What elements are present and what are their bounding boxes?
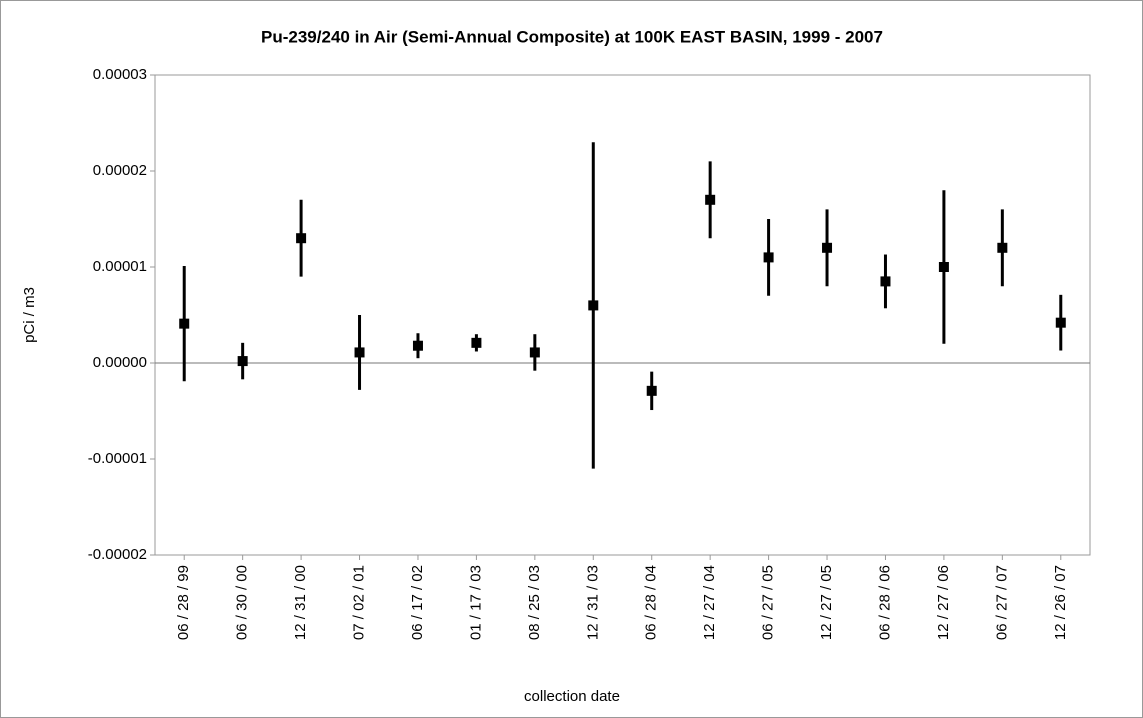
y-tick-label: -0.00001 (88, 450, 147, 467)
y-tick-label: 0.00001 (93, 258, 147, 275)
x-tick-label: 07 / 02 / 01 (351, 565, 368, 640)
x-tick-label: 12 / 31 / 03 (584, 565, 601, 640)
point (354, 347, 365, 358)
point (179, 318, 190, 329)
x-tick-label: 06 / 28 / 04 (643, 565, 660, 640)
x-axis-title: collection date (524, 688, 620, 705)
y-tick-label: 0.00002 (93, 162, 147, 179)
x-tick-label: 12 / 27 / 05 (818, 565, 835, 640)
point (471, 337, 482, 348)
y-axis-title: pCi / m3 (21, 287, 38, 343)
x-tick-label: 12 / 26 / 07 (1052, 565, 1069, 640)
x-tick-label: 06 / 17 / 02 (409, 565, 426, 640)
x-tick-label: 06 / 30 / 00 (234, 565, 251, 640)
point (822, 242, 833, 253)
point (880, 276, 891, 287)
x-tick-label: 12 / 31 / 00 (292, 565, 309, 640)
x-tick-label: 12 / 27 / 06 (935, 565, 952, 640)
point (938, 262, 949, 272)
y-tick-label: 0.00003 (93, 66, 147, 83)
chart-title: Pu-239/240 in Air (Semi-Annual Composite… (261, 27, 883, 46)
plot-area (154, 74, 1091, 556)
point (529, 347, 540, 358)
point (646, 385, 657, 396)
point (412, 340, 423, 351)
x-tick-label: 06 / 28 / 06 (876, 565, 893, 640)
x-tick-label: 01 / 17 / 03 (467, 565, 484, 640)
x-tick-label: 06 / 27 / 07 (993, 565, 1010, 640)
point (763, 252, 774, 263)
point (296, 233, 307, 244)
x-tick-label: 06 / 28 / 99 (175, 565, 192, 640)
point (1055, 317, 1066, 328)
y-tick-label: -0.00002 (88, 546, 147, 563)
point (237, 356, 248, 367)
y-tick-label: 0.00000 (93, 354, 147, 371)
point (588, 300, 599, 311)
point (997, 242, 1008, 253)
x-tick-label: 06 / 27 / 05 (760, 565, 777, 640)
point (705, 194, 716, 205)
x-tick-label: 08 / 25 / 03 (526, 565, 543, 640)
x-tick-label: 12 / 27 / 04 (701, 565, 718, 640)
